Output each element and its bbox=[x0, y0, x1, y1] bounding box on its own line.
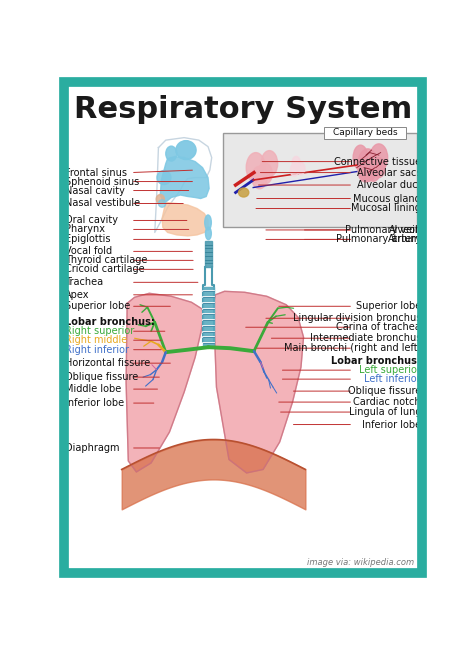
Ellipse shape bbox=[252, 167, 267, 189]
Bar bbox=[324, 126, 406, 139]
Text: Middle lobe: Middle lobe bbox=[65, 384, 121, 394]
Ellipse shape bbox=[205, 215, 211, 230]
Text: Trachea: Trachea bbox=[65, 277, 103, 287]
Text: Thyroid cartilage: Thyroid cartilage bbox=[65, 255, 147, 266]
Ellipse shape bbox=[292, 156, 300, 169]
Text: Lingular division bronchus: Lingular division bronchus bbox=[293, 313, 421, 323]
Text: Right middle: Right middle bbox=[65, 335, 127, 345]
Text: image via: wikipedia.com: image via: wikipedia.com bbox=[307, 558, 414, 567]
Ellipse shape bbox=[373, 157, 385, 178]
Text: Capillary beds: Capillary beds bbox=[333, 128, 397, 137]
Ellipse shape bbox=[166, 146, 177, 161]
Text: Lobar bronchus:: Lobar bronchus: bbox=[65, 318, 155, 327]
Text: Inferior lobe: Inferior lobe bbox=[65, 398, 124, 408]
Polygon shape bbox=[205, 242, 212, 268]
Ellipse shape bbox=[353, 145, 368, 170]
Polygon shape bbox=[162, 202, 208, 236]
Ellipse shape bbox=[366, 159, 381, 181]
Text: Mucosal lining: Mucosal lining bbox=[351, 203, 421, 213]
Ellipse shape bbox=[358, 149, 378, 181]
Text: Cricoid cartilage: Cricoid cartilage bbox=[65, 264, 145, 274]
Ellipse shape bbox=[205, 227, 211, 240]
Text: Superior lobe: Superior lobe bbox=[65, 301, 130, 311]
Text: Nasal vestibule: Nasal vestibule bbox=[65, 198, 140, 209]
Text: Left inferior: Left inferior bbox=[365, 374, 421, 384]
Text: Vocal fold: Vocal fold bbox=[65, 246, 112, 257]
Text: Apex: Apex bbox=[65, 290, 89, 300]
Polygon shape bbox=[202, 287, 214, 347]
Text: Pulmonary vein: Pulmonary vein bbox=[345, 225, 421, 235]
Ellipse shape bbox=[358, 163, 374, 182]
Text: Respiratory System: Respiratory System bbox=[74, 95, 412, 124]
Ellipse shape bbox=[238, 188, 249, 197]
Ellipse shape bbox=[297, 163, 305, 175]
Text: Carina of trachea: Carina of trachea bbox=[337, 322, 421, 332]
Text: Oblique fissure: Oblique fissure bbox=[348, 386, 421, 396]
Text: Intermediate bronchus: Intermediate bronchus bbox=[310, 333, 421, 343]
Ellipse shape bbox=[176, 141, 196, 159]
Ellipse shape bbox=[290, 164, 299, 176]
Text: Oblique fissure: Oblique fissure bbox=[65, 372, 138, 382]
Polygon shape bbox=[126, 294, 203, 472]
Text: Left superior: Left superior bbox=[359, 365, 421, 375]
Text: Horizontal fissure: Horizontal fissure bbox=[65, 358, 150, 368]
Text: Atrium: Atrium bbox=[388, 235, 421, 244]
Text: Alveolar duct: Alveolar duct bbox=[356, 180, 421, 190]
Polygon shape bbox=[160, 157, 209, 203]
Text: Sphenoid sinus: Sphenoid sinus bbox=[65, 176, 139, 187]
Text: Superior lobe: Superior lobe bbox=[356, 301, 421, 311]
Ellipse shape bbox=[246, 153, 265, 183]
Ellipse shape bbox=[158, 200, 166, 207]
Text: Frontal sinus: Frontal sinus bbox=[65, 168, 127, 178]
Text: Lingula of lung: Lingula of lung bbox=[348, 407, 421, 417]
Text: Nasal cavity: Nasal cavity bbox=[65, 185, 125, 196]
Ellipse shape bbox=[156, 194, 164, 203]
Polygon shape bbox=[213, 292, 303, 473]
Text: Pulmonary artery: Pulmonary artery bbox=[336, 235, 421, 244]
Text: Oral cavity: Oral cavity bbox=[65, 216, 118, 226]
Text: Pharynx: Pharynx bbox=[65, 224, 105, 235]
Text: Alveoli: Alveoli bbox=[389, 225, 421, 235]
Ellipse shape bbox=[157, 170, 171, 185]
Text: Alveolar sacs: Alveolar sacs bbox=[356, 168, 421, 178]
Text: Right inferior: Right inferior bbox=[65, 345, 129, 354]
Text: Epiglottis: Epiglottis bbox=[65, 235, 110, 244]
Text: Diaphragm: Diaphragm bbox=[65, 443, 119, 453]
Text: Connective tissue: Connective tissue bbox=[334, 157, 421, 167]
Text: Cardiac notch: Cardiac notch bbox=[354, 397, 421, 407]
Ellipse shape bbox=[258, 163, 272, 184]
Text: Right superior: Right superior bbox=[65, 326, 134, 336]
Text: Main bronchi (right and left): Main bronchi (right and left) bbox=[284, 343, 421, 353]
Text: Inferior lobe: Inferior lobe bbox=[362, 419, 421, 430]
Ellipse shape bbox=[261, 150, 278, 176]
Bar bbox=[223, 133, 418, 227]
Text: Mucous gland: Mucous gland bbox=[353, 194, 421, 203]
Ellipse shape bbox=[370, 144, 388, 171]
Text: Lobar bronchus:: Lobar bronchus: bbox=[331, 356, 421, 366]
